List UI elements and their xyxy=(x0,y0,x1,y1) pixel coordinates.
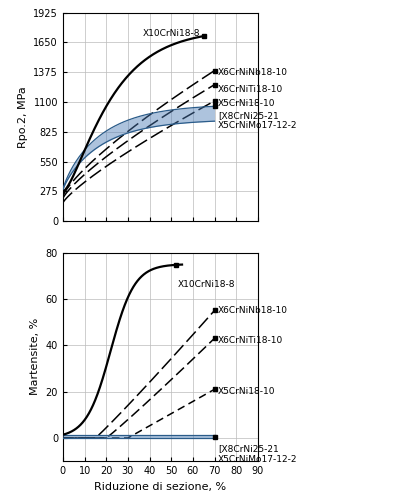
X-axis label: Riduzione di sezione, %: Riduzione di sezione, % xyxy=(94,482,226,491)
Y-axis label: Martensite, %: Martensite, % xyxy=(30,318,40,396)
Text: [X8CrNi25-21
X5CrNiMo17-12-2: [X8CrNi25-21 X5CrNiMo17-12-2 xyxy=(217,445,296,464)
Text: X5CrNi18-10: X5CrNi18-10 xyxy=(217,387,275,396)
Text: X6CrNiTi18-10: X6CrNiTi18-10 xyxy=(217,85,282,94)
Text: [X8CrNi25-21
X5CrNiMo17-12-2: [X8CrNi25-21 X5CrNiMo17-12-2 xyxy=(217,111,296,130)
Text: X10CrNi18-8: X10CrNi18-8 xyxy=(177,280,234,289)
Text: X6CrNiNb18-10: X6CrNiNb18-10 xyxy=(217,306,287,315)
Text: X6CrNiTi18-10: X6CrNiTi18-10 xyxy=(217,336,282,345)
Text: X10CrNi18-8: X10CrNi18-8 xyxy=(143,29,200,38)
Text: X5CrNi18-10: X5CrNi18-10 xyxy=(217,99,275,108)
Y-axis label: Rpo.2, MPa: Rpo.2, MPa xyxy=(18,86,28,148)
Text: X6CrNiNb18-10: X6CrNiNb18-10 xyxy=(217,68,287,77)
